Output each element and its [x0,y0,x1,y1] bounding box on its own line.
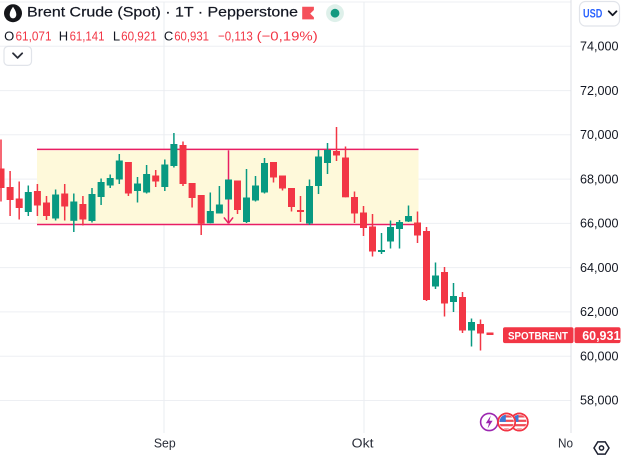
svg-text:USD: USD [583,9,602,21]
svg-text:62,000: 62,000 [580,304,619,319]
svg-text:66,000: 66,000 [580,216,619,231]
svg-text:Brent Crude (Spot) · 1T · Pepp: Brent Crude (Spot) · 1T · Pepperstone [27,3,298,19]
svg-text:60,931: 60,931 [174,28,209,43]
svg-text:O: O [4,28,14,43]
svg-text:(−0,19%): (−0,19%) [257,28,318,43]
svg-text:Sep: Sep [154,437,176,451]
svg-text:Okt: Okt [352,437,374,451]
svg-text:60,921: 60,921 [121,28,157,43]
svg-text:58,000: 58,000 [580,393,619,408]
svg-text:61,141: 61,141 [70,28,105,43]
svg-text:64,000: 64,000 [580,260,619,275]
svg-text:70,000: 70,000 [580,127,619,142]
svg-text:72,000: 72,000 [580,83,619,98]
svg-text:C: C [164,28,173,43]
svg-text:No: No [558,437,573,451]
svg-text:L: L [113,28,120,43]
svg-text:68,000: 68,000 [580,171,619,186]
svg-text:74,000: 74,000 [580,39,619,54]
svg-text:60,000: 60,000 [580,348,619,363]
svg-text:60,931: 60,931 [582,328,620,343]
svg-text:−0,113: −0,113 [218,28,253,43]
svg-text:SPOTBRENT: SPOTBRENT [508,330,568,342]
svg-text:61,071: 61,071 [16,28,52,43]
svg-text:H: H [59,28,68,43]
